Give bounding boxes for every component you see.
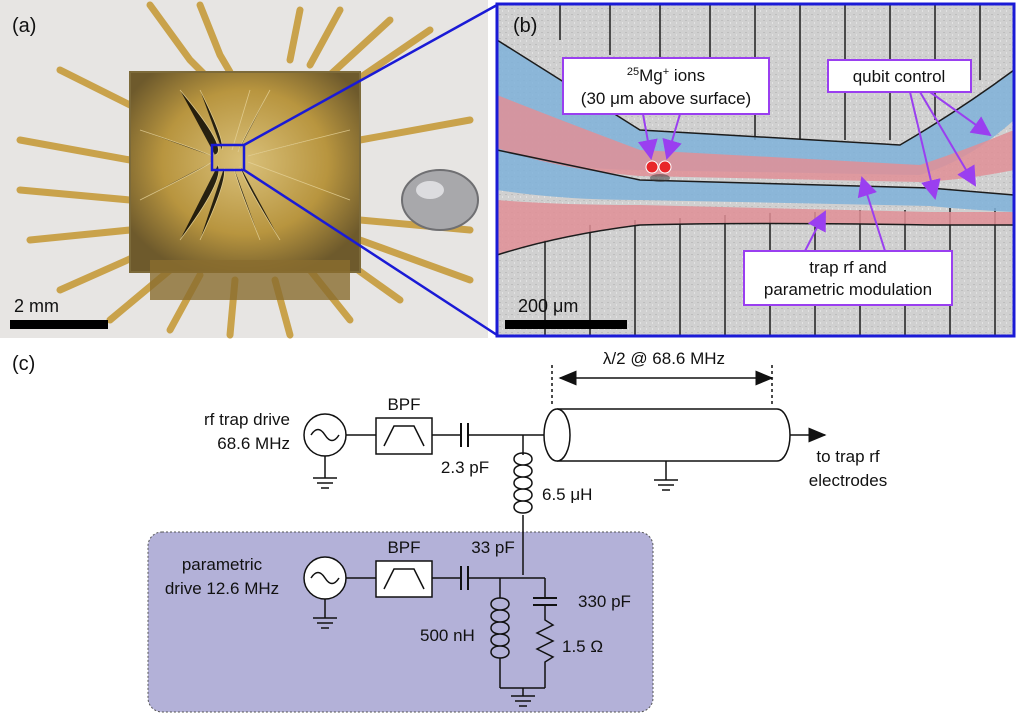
zoom-line-bottom (243, 168, 498, 337)
bpf1-label: BPF (387, 395, 420, 414)
output-line1: to trap rf (816, 447, 880, 466)
ground-icon (313, 477, 337, 489)
scale-bar-a (10, 320, 108, 329)
ions-callout-line2: (30 μm above surface) (581, 89, 751, 108)
qubit-arrow (919, 91, 977, 187)
param-source-line1: parametric (182, 555, 263, 574)
l2-label: 500 nH (420, 626, 475, 645)
zoom-region (210, 143, 246, 172)
qubit-arrow (929, 91, 992, 137)
ion-icon (658, 160, 672, 174)
qubit-callout-label: qubit control (853, 67, 946, 86)
bpf2-label: BPF (387, 538, 420, 557)
output-line2: electrodes (809, 471, 887, 490)
inductor-icon (522, 452, 533, 514)
coax-cable-icon (543, 408, 791, 462)
qubit-callout (827, 59, 972, 93)
scale-bar-b (505, 320, 627, 329)
rf-source-line2: 68.6 MHz (217, 434, 290, 453)
red-electrode-upper (497, 95, 1014, 182)
rf-source-line1: rf trap drive (204, 410, 290, 429)
capacitor-icon (460, 566, 469, 590)
blue-electrode-upper (497, 40, 1014, 175)
ions-callout (562, 57, 770, 115)
c1-label: 2.3 pF (441, 458, 489, 477)
qubit-arrow (909, 91, 941, 200)
bpf-icon (375, 560, 433, 598)
ground-icon (511, 695, 535, 707)
rf-callout-line2: parametric modulation (764, 280, 932, 299)
circuit-wires (324, 365, 827, 696)
l1-label: 6.5 μH (542, 485, 592, 504)
red-electrode-lower (497, 200, 1014, 255)
rf-arrow (804, 210, 826, 252)
ion-icon (645, 160, 659, 174)
scale-bar-b-label: 200 μm (518, 296, 578, 316)
param-source-line2: drive 12.6 MHz (165, 579, 279, 598)
panel-a-label: (a) (12, 15, 36, 37)
ions-arrow (637, 113, 658, 160)
capacitor-icon (533, 597, 557, 606)
resistor-icon (535, 615, 555, 668)
panel-b-label: (b) (513, 15, 537, 37)
param-source-icon (303, 556, 347, 600)
ground-icon (313, 617, 337, 629)
blue-electrode-lower (497, 150, 1014, 212)
solder-blob (401, 169, 479, 231)
rf-callout-line1: trap rf and (809, 258, 887, 277)
half-wave-label: λ/2 @ 68.6 MHz (603, 349, 725, 368)
panel-c-label: (c) (12, 353, 35, 375)
r1-label: 1.5 Ω (562, 637, 603, 656)
zoom-line-top (243, 3, 498, 147)
rf-arrow (857, 176, 886, 252)
panel-b-frame (495, 2, 1016, 338)
ions-arrow (662, 113, 682, 160)
bpf-icon (375, 417, 433, 455)
ground-icon (654, 479, 678, 491)
c2-label: 33 pF (471, 538, 514, 557)
parametric-drive-box (147, 531, 654, 713)
ions-callout-line1: 25Mg+ ions (627, 66, 705, 85)
rf-callout (743, 250, 953, 306)
c3-label: 330 pF (578, 592, 631, 611)
capacitor-icon (460, 423, 469, 447)
rf-source-icon (303, 413, 347, 457)
inductor-icon (499, 597, 510, 659)
scale-bar-a-label: 2 mm (14, 296, 59, 316)
